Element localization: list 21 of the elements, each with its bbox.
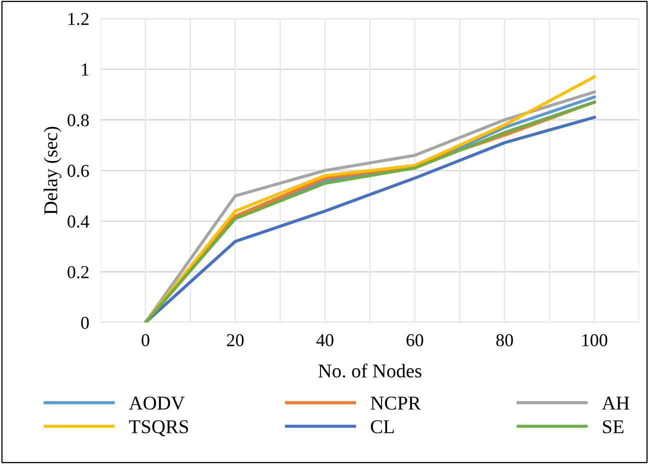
legend-label: SE (603, 420, 624, 434)
y-tick-label: 1 (82, 64, 88, 76)
y-tick-label: 0.4 (68, 215, 90, 228)
legend-label: AODV (128, 396, 185, 410)
x-tick-label: 0 (142, 334, 150, 346)
y-tick-label: 0.2 (68, 266, 88, 278)
x-tick-label: 20 (227, 334, 244, 346)
x-tick-label: 60 (406, 334, 424, 346)
legend-label: AH (602, 396, 630, 410)
y-tick-label: 0.8 (68, 114, 89, 126)
x-tick-label: 80 (496, 334, 513, 346)
y-axis-title: Delay (sec) (44, 126, 62, 214)
legend-label: CL (370, 420, 394, 434)
x-axis-title: No. of Nodes (318, 364, 422, 378)
legend-label: TSQRS (129, 420, 188, 436)
y-tick-label: 1.2 (68, 12, 88, 26)
legend-label: NCPR (370, 396, 421, 410)
y-tick-label: 0 (81, 316, 89, 329)
x-tick-label: 100 (582, 334, 608, 346)
x-tick-label: 40 (316, 334, 334, 346)
y-tick-label: 0.6 (68, 164, 89, 178)
